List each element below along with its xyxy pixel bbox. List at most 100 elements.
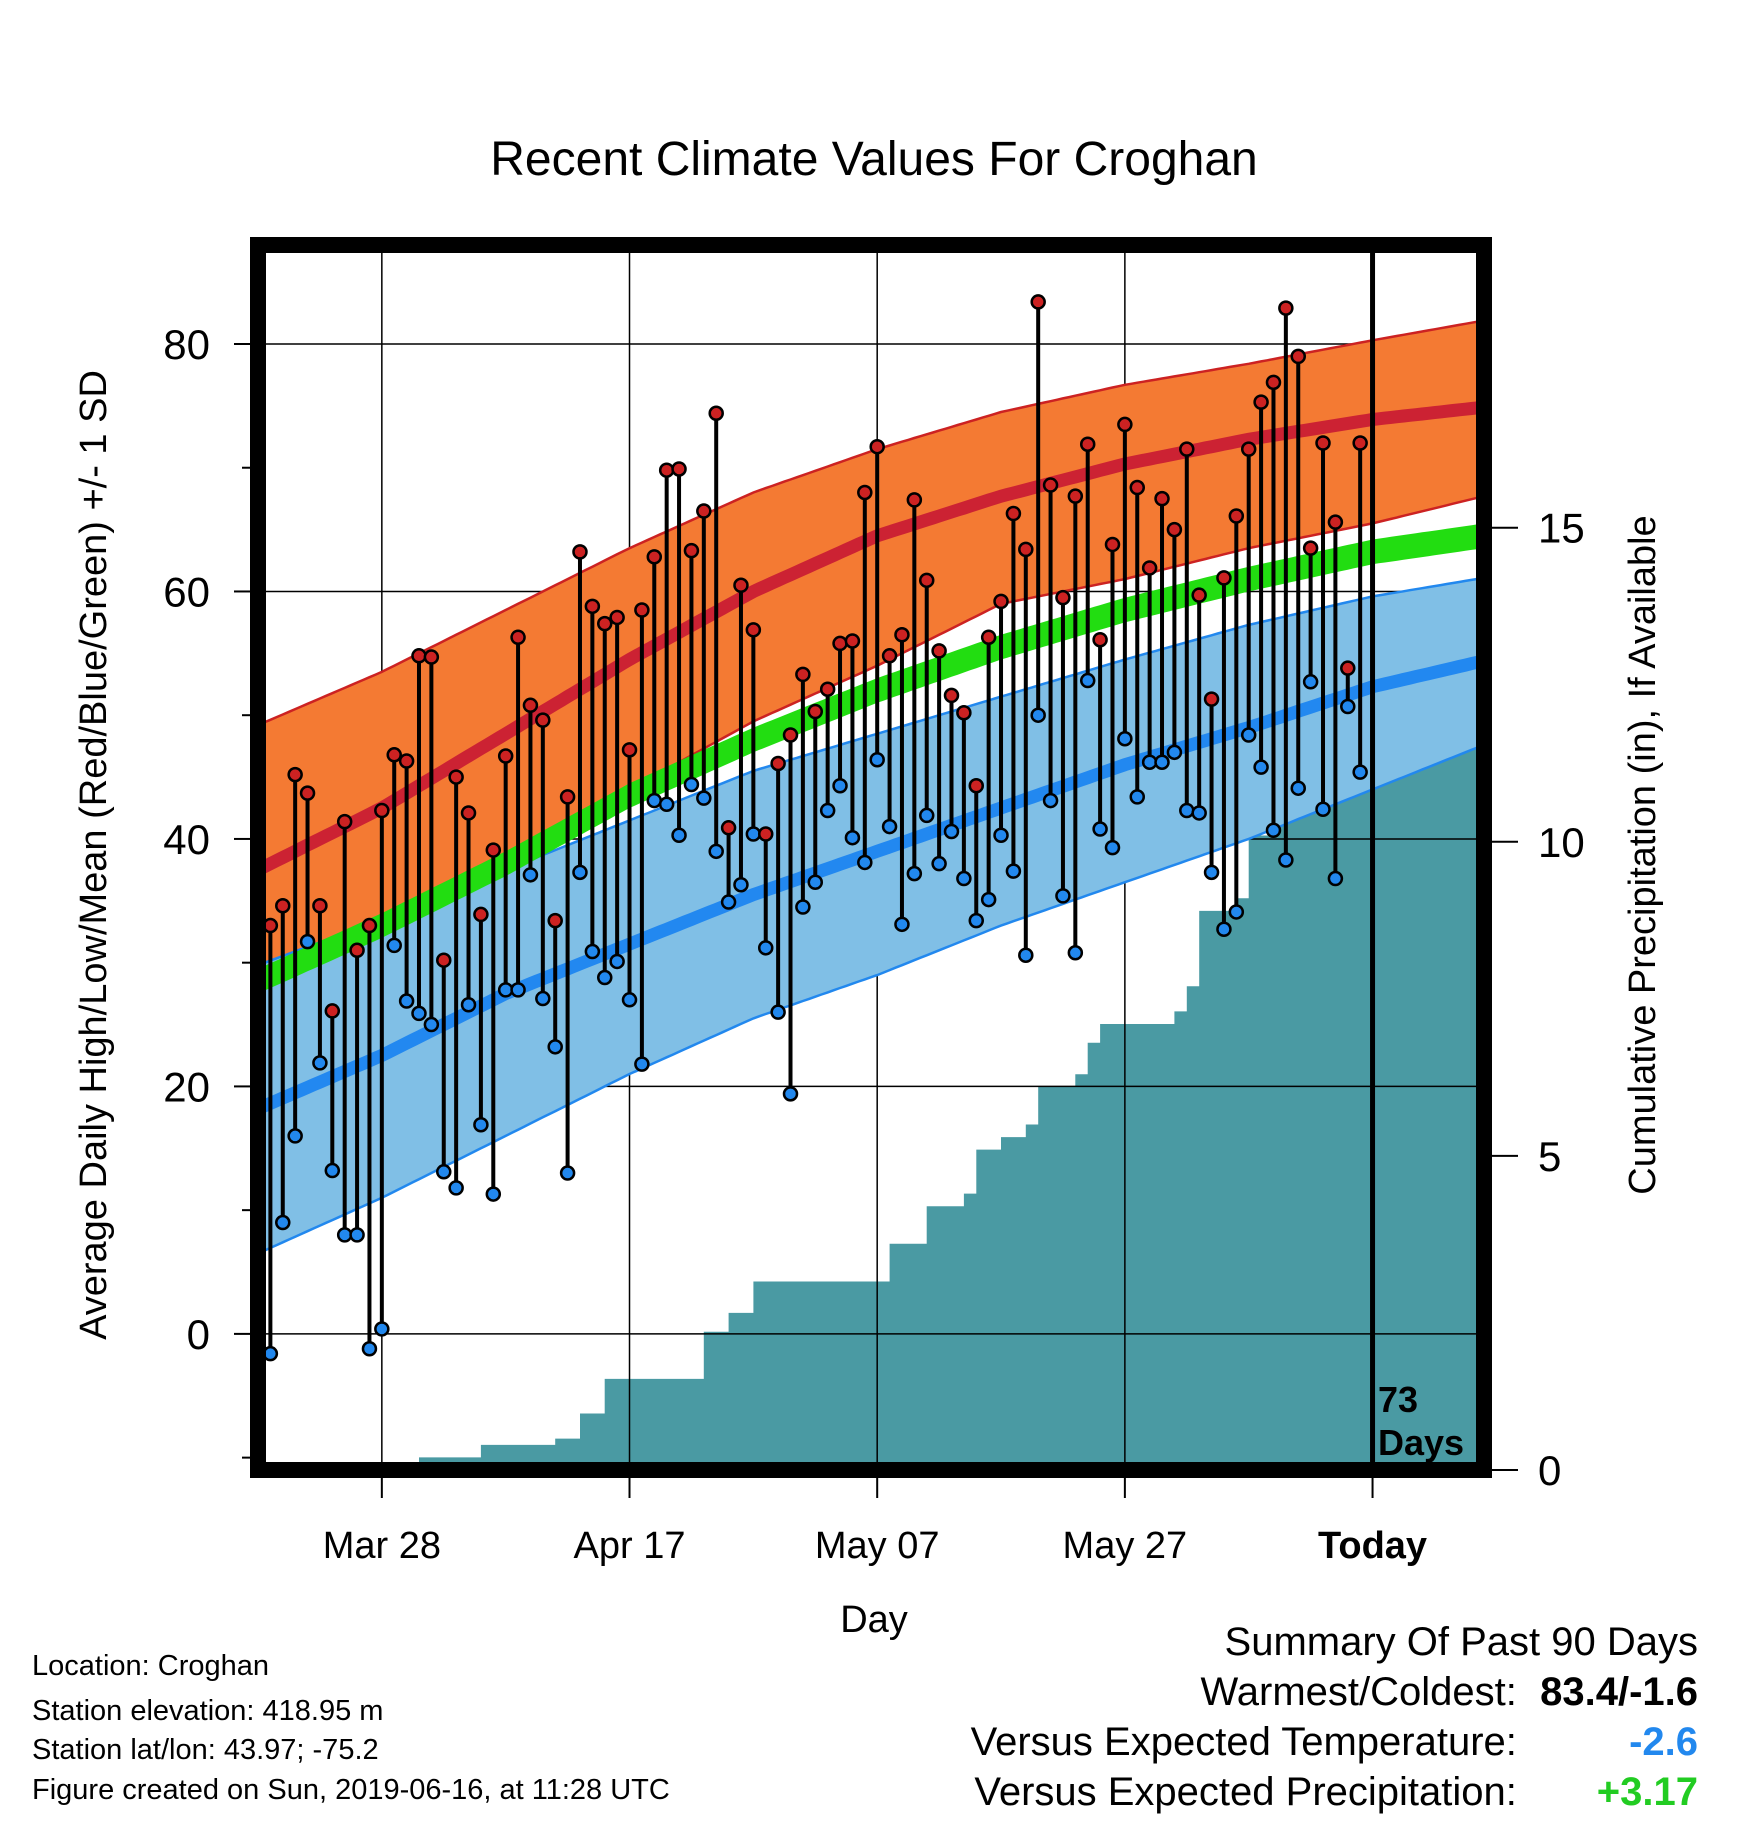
high-point	[1265, 374, 1282, 391]
low-point	[881, 818, 898, 835]
low-point	[1141, 754, 1158, 770]
x-tick-label: Mar 28	[323, 1525, 441, 1567]
low-point	[708, 843, 724, 860]
high-point	[671, 461, 687, 477]
normal-high-line	[258, 400, 1484, 876]
high-point	[609, 609, 625, 626]
x-axis: Mar 28 Apr 17 May 07 May 27 Today	[323, 1478, 1427, 1567]
low-point	[510, 982, 526, 998]
low-point	[931, 855, 947, 872]
high-point	[287, 766, 303, 783]
high-point	[522, 697, 539, 714]
high-point	[1030, 294, 1046, 310]
low-point	[894, 916, 910, 933]
high-point	[572, 544, 588, 560]
right-y-axis: 0 5 10 15	[1492, 505, 1585, 1494]
high-point	[1191, 587, 1207, 603]
high-point	[708, 405, 724, 422]
high-point	[745, 622, 762, 638]
low-point	[1302, 674, 1319, 690]
low-point	[324, 1162, 341, 1179]
low-point	[473, 1117, 489, 1133]
high-point	[398, 753, 415, 769]
high-point	[720, 820, 737, 836]
y2-tick-label: 5	[1538, 1133, 1561, 1180]
low-point	[1352, 764, 1368, 780]
low-point	[943, 823, 960, 840]
low-point	[423, 1016, 440, 1033]
low-point	[696, 790, 712, 806]
low-point	[1104, 839, 1121, 856]
low-point	[596, 969, 613, 986]
low-point	[980, 891, 997, 908]
chart-title: Recent Climate Values For Croghan	[490, 133, 1257, 186]
low-point	[547, 1039, 563, 1055]
x-axis-title: Day	[840, 1599, 908, 1641]
high-point	[361, 917, 378, 934]
low-point	[361, 1340, 378, 1357]
low-point	[1253, 759, 1269, 775]
high-point	[906, 492, 923, 508]
low-point	[956, 870, 972, 887]
high-point	[634, 602, 650, 618]
high-point	[275, 898, 291, 914]
high-point	[374, 802, 390, 819]
y2-axis-title: Cumulative Precipitation (in), If Availa…	[1622, 515, 1664, 1194]
high-point	[510, 629, 526, 645]
normal-low-line	[258, 654, 1484, 1115]
high-point	[1203, 691, 1220, 707]
low-point	[275, 1214, 291, 1231]
high-point	[757, 826, 774, 842]
high-point	[658, 462, 675, 478]
high-point	[770, 755, 786, 772]
high-point	[324, 1003, 341, 1019]
low-point	[1154, 754, 1170, 770]
low-point	[460, 996, 477, 1013]
low-point	[819, 802, 836, 819]
high-point	[1315, 435, 1331, 451]
y2-tick-label: 0	[1538, 1447, 1561, 1494]
high-point	[993, 593, 1009, 610]
low-point	[1191, 805, 1207, 821]
low-point	[918, 807, 935, 824]
low-point	[1166, 744, 1183, 761]
high-point	[795, 666, 811, 683]
low-point	[312, 1055, 328, 1071]
low-point	[807, 874, 824, 890]
low-point	[869, 751, 885, 768]
plot-frame	[250, 237, 1492, 1478]
high-point	[596, 615, 613, 632]
high-point	[436, 952, 452, 968]
high-point	[312, 898, 328, 914]
high-point	[931, 643, 947, 659]
high-point	[1104, 536, 1121, 553]
low-point	[522, 867, 539, 883]
high-point	[547, 912, 563, 929]
high-point	[980, 629, 997, 645]
high-point	[1117, 416, 1133, 433]
high-point	[1228, 508, 1245, 524]
high-point	[1216, 570, 1232, 586]
high-point	[807, 703, 824, 720]
high-point	[1005, 505, 1022, 522]
high-point	[1240, 441, 1257, 457]
temp-label: Versus Expected Temperature:	[970, 1720, 1517, 1764]
low-point	[559, 1165, 576, 1181]
high-point	[968, 777, 985, 794]
low-point	[968, 912, 985, 929]
days-unit-label: Days	[1378, 1422, 1464, 1463]
low-point	[609, 953, 625, 970]
high-point	[336, 813, 353, 830]
low-point	[844, 829, 861, 846]
precipitation-area	[258, 735, 1484, 1470]
low-point	[993, 827, 1009, 843]
summary-warmest-row: Warmest/Coldest: 83.4/-1.6	[1201, 1670, 1699, 1715]
x-tick-label: May 27	[1063, 1525, 1188, 1567]
high-point	[918, 572, 935, 589]
low-point	[770, 1004, 786, 1020]
low-point	[782, 1086, 799, 1102]
low-point	[1018, 947, 1034, 964]
high-point	[448, 769, 464, 785]
low-point	[634, 1056, 650, 1072]
